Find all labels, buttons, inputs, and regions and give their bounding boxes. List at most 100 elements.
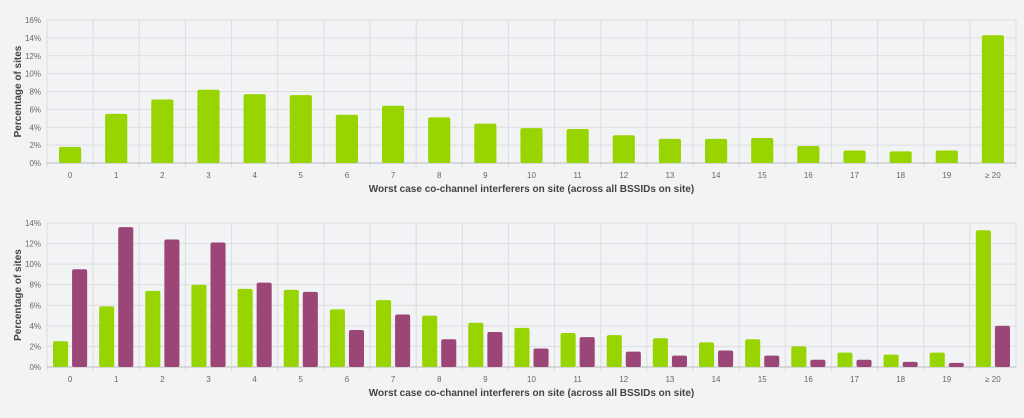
bar-series1[interactable] bbox=[705, 138, 728, 163]
bar-series1[interactable] bbox=[658, 138, 681, 163]
x-tick-label: 15 bbox=[758, 171, 767, 180]
bar-series1[interactable] bbox=[791, 346, 807, 367]
bar-series1[interactable] bbox=[59, 146, 82, 163]
bar-series1[interactable] bbox=[376, 300, 392, 367]
x-tick-label: 1 bbox=[114, 171, 119, 180]
bar-series2[interactable] bbox=[348, 329, 364, 367]
bar-series1[interactable] bbox=[560, 333, 576, 367]
bar-series1[interactable] bbox=[981, 35, 1004, 163]
y-tick-label: 16% bbox=[25, 16, 41, 25]
bar-series1[interactable] bbox=[612, 135, 635, 163]
bar-series1[interactable] bbox=[929, 352, 945, 367]
y-tick-label: 0% bbox=[29, 363, 41, 372]
bar-series1[interactable] bbox=[520, 128, 543, 163]
bar-series1[interactable] bbox=[751, 137, 774, 163]
y-tick-label: 2% bbox=[29, 141, 41, 150]
y-tick-label: 8% bbox=[29, 281, 41, 290]
x-tick-label: 16 bbox=[804, 171, 813, 180]
y-tick-label: 14% bbox=[25, 34, 41, 43]
y-axis-title: Percentage of sites bbox=[13, 249, 24, 341]
y-tick-label: 12% bbox=[25, 240, 41, 249]
y-tick-label: 4% bbox=[29, 322, 41, 331]
bar-series2[interactable] bbox=[210, 242, 226, 367]
bar-series1[interactable] bbox=[151, 99, 174, 163]
bar-series2[interactable] bbox=[395, 314, 411, 367]
bar-series1[interactable] bbox=[53, 341, 69, 367]
x-tick-label: 0 bbox=[68, 171, 73, 180]
bar-series1[interactable] bbox=[197, 89, 220, 163]
bar-series1[interactable] bbox=[843, 150, 866, 163]
x-tick-label: 1 bbox=[114, 375, 119, 384]
bar-series1[interactable] bbox=[935, 150, 958, 163]
x-tick-label: 5 bbox=[299, 171, 304, 180]
bar-series1[interactable] bbox=[468, 322, 484, 367]
x-tick-label: 10 bbox=[527, 171, 536, 180]
bar-series2[interactable] bbox=[856, 359, 872, 367]
bar-series2[interactable] bbox=[302, 291, 318, 367]
bar-series2[interactable] bbox=[533, 348, 549, 367]
bar-series1[interactable] bbox=[606, 335, 622, 367]
x-tick-label: 19 bbox=[942, 375, 951, 384]
x-tick-label: 17 bbox=[850, 171, 859, 180]
x-tick-label: 13 bbox=[665, 171, 674, 180]
bar-series2[interactable] bbox=[994, 325, 1010, 367]
y-tick-label: 14% bbox=[25, 219, 41, 228]
bar-series2[interactable] bbox=[625, 351, 641, 367]
bar-series1[interactable] bbox=[329, 309, 345, 367]
bar-series1[interactable] bbox=[652, 338, 668, 367]
x-tick-label: 3 bbox=[206, 375, 211, 384]
bar-series2[interactable] bbox=[671, 355, 687, 367]
x-tick-label: 5 bbox=[299, 375, 304, 384]
y-tick-label: 4% bbox=[29, 123, 41, 132]
x-tick-label: 11 bbox=[573, 171, 582, 180]
y-tick-label: 12% bbox=[25, 52, 41, 61]
bar-series2[interactable] bbox=[441, 339, 457, 367]
bar-series1[interactable] bbox=[289, 95, 312, 163]
x-tick-label: 10 bbox=[527, 375, 536, 384]
bar-series1[interactable] bbox=[145, 290, 161, 367]
bar-series1[interactable] bbox=[428, 117, 451, 163]
bar-series1[interactable] bbox=[975, 230, 991, 367]
bar-series2[interactable] bbox=[764, 355, 780, 367]
bar-series2[interactable] bbox=[579, 337, 595, 367]
bar-series1[interactable] bbox=[883, 354, 899, 367]
x-tick-label: 6 bbox=[345, 375, 350, 384]
x-tick-label: 3 bbox=[206, 171, 211, 180]
bar-series1[interactable] bbox=[422, 315, 438, 367]
bar-series1[interactable] bbox=[335, 114, 358, 163]
bar-series1[interactable] bbox=[889, 151, 912, 163]
bar-series2[interactable] bbox=[948, 362, 964, 367]
bar-series1[interactable] bbox=[566, 129, 589, 163]
bar-series2[interactable] bbox=[810, 359, 826, 367]
y-tick-label: 6% bbox=[29, 301, 41, 310]
bar-series2[interactable] bbox=[902, 361, 918, 367]
x-tick-label: 9 bbox=[483, 171, 488, 180]
bar-series1[interactable] bbox=[699, 342, 715, 367]
bar-series2[interactable] bbox=[256, 282, 272, 367]
bar-series1[interactable] bbox=[837, 352, 853, 367]
x-tick-label: ≥ 20 bbox=[985, 375, 1001, 384]
x-tick-label: 8 bbox=[437, 375, 442, 384]
x-tick-label: 2 bbox=[160, 375, 165, 384]
bar-series2[interactable] bbox=[718, 350, 734, 367]
bar-series2[interactable] bbox=[487, 332, 503, 367]
y-tick-label: 0% bbox=[29, 159, 41, 168]
chart-2: 0%2%4%6%8%10%12%14%0 1 2 3 4 5 6 7 8 9 10 11 12 13 14 1… bbox=[13, 219, 1017, 399]
bar-series1[interactable] bbox=[382, 105, 405, 163]
bar-series2[interactable] bbox=[72, 269, 88, 367]
bar-series1[interactable] bbox=[474, 123, 497, 163]
bar-series2[interactable] bbox=[118, 227, 134, 367]
bar-series1[interactable] bbox=[797, 146, 820, 163]
bar-series1[interactable] bbox=[105, 113, 128, 163]
bar-series1[interactable] bbox=[243, 94, 266, 163]
bar-series1[interactable] bbox=[514, 327, 530, 367]
bar-series1[interactable] bbox=[99, 306, 115, 367]
x-tick-label: 18 bbox=[896, 375, 905, 384]
bar-series1[interactable] bbox=[283, 289, 299, 367]
bar-series1[interactable] bbox=[191, 284, 207, 367]
bar-series2[interactable] bbox=[164, 239, 180, 367]
x-tick-label: 11 bbox=[573, 375, 582, 384]
bar-series1[interactable] bbox=[745, 339, 761, 367]
bar-series1[interactable] bbox=[237, 288, 253, 367]
